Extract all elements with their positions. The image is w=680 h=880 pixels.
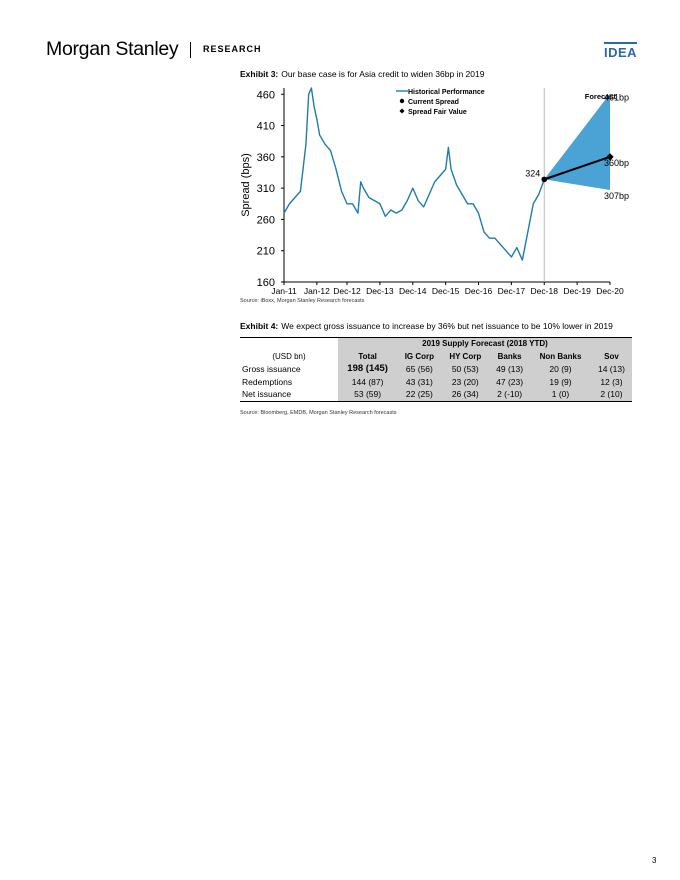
- x-tick-label: Dec-20: [596, 286, 624, 296]
- column-header: Total: [338, 350, 398, 363]
- x-tick-label: Jan-12: [304, 286, 330, 296]
- legend-diamond-swatch: [399, 108, 405, 114]
- table-row: Net issuance 53 (59) 22 (25) 26 (34) 2 (…: [240, 388, 632, 401]
- table-cell: 50 (53): [441, 363, 490, 376]
- table-row: Redemptions 144 (87) 43 (31) 23 (20) 47 …: [240, 375, 632, 388]
- table-cell: 47 (23): [489, 375, 531, 388]
- x-tick-label: Dec-19: [563, 286, 591, 296]
- x-tick-label: Dec-16: [465, 286, 493, 296]
- y-tick-label: 460: [257, 89, 275, 101]
- forecast-label: Forecast: [585, 92, 617, 101]
- y-axis-label: Spread (bps): [240, 153, 252, 217]
- fair-value-label: 360bp: [604, 158, 629, 168]
- forecast-range-area: [544, 93, 610, 191]
- exhibit4-label: Exhibit 4:: [240, 321, 279, 331]
- y-tick-label: 210: [257, 246, 275, 258]
- row-label: Net issuance: [242, 389, 292, 400]
- page-number: 3: [652, 856, 657, 865]
- legend-circle-swatch: [399, 98, 405, 104]
- y-tick-label: 410: [257, 121, 275, 133]
- exhibit3-title: Exhibit 3: Our base case is for Asia cred…: [240, 69, 484, 79]
- header-divider: [190, 42, 191, 58]
- exhibit3-title-text: Our base case is for Asia credit to wide…: [281, 69, 485, 79]
- forecast-lower-label: 307bp: [604, 191, 629, 201]
- legend-entry: Historical Performance: [408, 89, 485, 96]
- table-cell: 65 (56): [397, 363, 442, 376]
- exhibit4-title-text: We expect gross issuance to increase by …: [281, 321, 613, 331]
- exhibit4-title: Exhibit 4: We expect gross issuance to in…: [240, 321, 613, 331]
- table-cell: 2 (10): [590, 388, 632, 401]
- x-tick-label: Dec-12: [333, 286, 361, 296]
- table-row: Gross issuance 198 (145) 65 (56) 50 (53)…: [240, 363, 632, 376]
- y-tick-label: 160: [257, 277, 275, 289]
- column-header: Banks: [489, 350, 531, 363]
- legend-entry: Spread Fair Value: [408, 109, 467, 116]
- table-corner-cell: [240, 338, 338, 351]
- table-cell: 22 (25): [397, 388, 442, 401]
- exhibit3-label: Exhibit 3:: [240, 69, 279, 79]
- column-header: Sov: [590, 350, 632, 363]
- table-cell: 26 (34): [441, 388, 490, 401]
- column-header: IG Corp: [397, 350, 442, 363]
- table-header-row: (USD bn) Total IG Corp HY Corp Banks Non…: [240, 350, 632, 363]
- table-cell: 53 (59): [338, 388, 398, 401]
- forecast-upper-label: 461bp: [604, 93, 629, 103]
- row-label: Gross issuance: [242, 364, 301, 375]
- table-cell: 1 (0): [530, 388, 591, 401]
- table-cell: 49 (13): [489, 363, 531, 376]
- table-cell: 14 (13): [590, 363, 632, 376]
- spread-chart: 160 210 260 310 360 410 460 Jan-11 Jan-12 Dec-12 D…: [240, 87, 629, 296]
- column-header: Non Banks: [530, 350, 591, 363]
- brand-logo: Morgan Stanley: [46, 38, 179, 60]
- table-cell: 20 (9): [530, 363, 591, 376]
- current-spread-marker: [541, 176, 548, 183]
- y-tick-label: 260: [257, 214, 275, 226]
- table-cell: 198 (145): [338, 363, 398, 376]
- y-tick-label: 360: [257, 152, 275, 164]
- exhibit4-source: Source: Bloomberg, EMDB, Morgan Stanley …: [240, 410, 397, 416]
- section-label: RESEARCH: [203, 44, 262, 54]
- column-header: HY Corp: [441, 350, 490, 363]
- fair-value-path: [543, 155, 611, 181]
- x-tick-label: Dec-18: [531, 286, 559, 296]
- x-tick-label: Dec-13: [366, 286, 394, 296]
- y-tick-label: 310: [257, 183, 275, 195]
- table-cell: 144 (87): [338, 375, 398, 388]
- table-cell: 43 (31): [397, 375, 442, 388]
- chart-root: 160 210 260 310 360 410 460 Jan-11 Jan-12 Dec-12 D…: [240, 87, 629, 296]
- x-tick-label: Dec-14: [399, 286, 427, 296]
- table-cell: 23 (20): [441, 375, 490, 388]
- table-group-header-row: 2019 Supply Forecast (2018 YTD): [240, 337, 632, 351]
- table-cell: 12 (3): [590, 375, 632, 388]
- legend-entry: Current Spread: [408, 99, 459, 106]
- table-cell: 2 (-10): [489, 388, 531, 401]
- historical-performance-line: [283, 87, 545, 261]
- x-tick-label: Dec-15: [432, 286, 460, 296]
- current-spread-label: 324: [525, 168, 540, 178]
- table-cell: 19 (9): [530, 375, 591, 388]
- idea-tag: IDEA: [604, 42, 638, 59]
- supply-forecast-table: 2019 Supply Forecast (2018 YTD) (USD bn)…: [240, 337, 632, 402]
- row-label: Redemptions: [242, 376, 293, 387]
- x-tick-label: Dec-17: [498, 286, 526, 296]
- table-group-header: 2019 Supply Forecast (2018 YTD): [338, 337, 632, 351]
- row-header-label: (USD bn): [272, 351, 306, 361]
- x-tick-label: Jan-11: [271, 286, 297, 296]
- exhibit3-source: Source: iBoxx, Morgan Stanley Research f…: [240, 298, 365, 304]
